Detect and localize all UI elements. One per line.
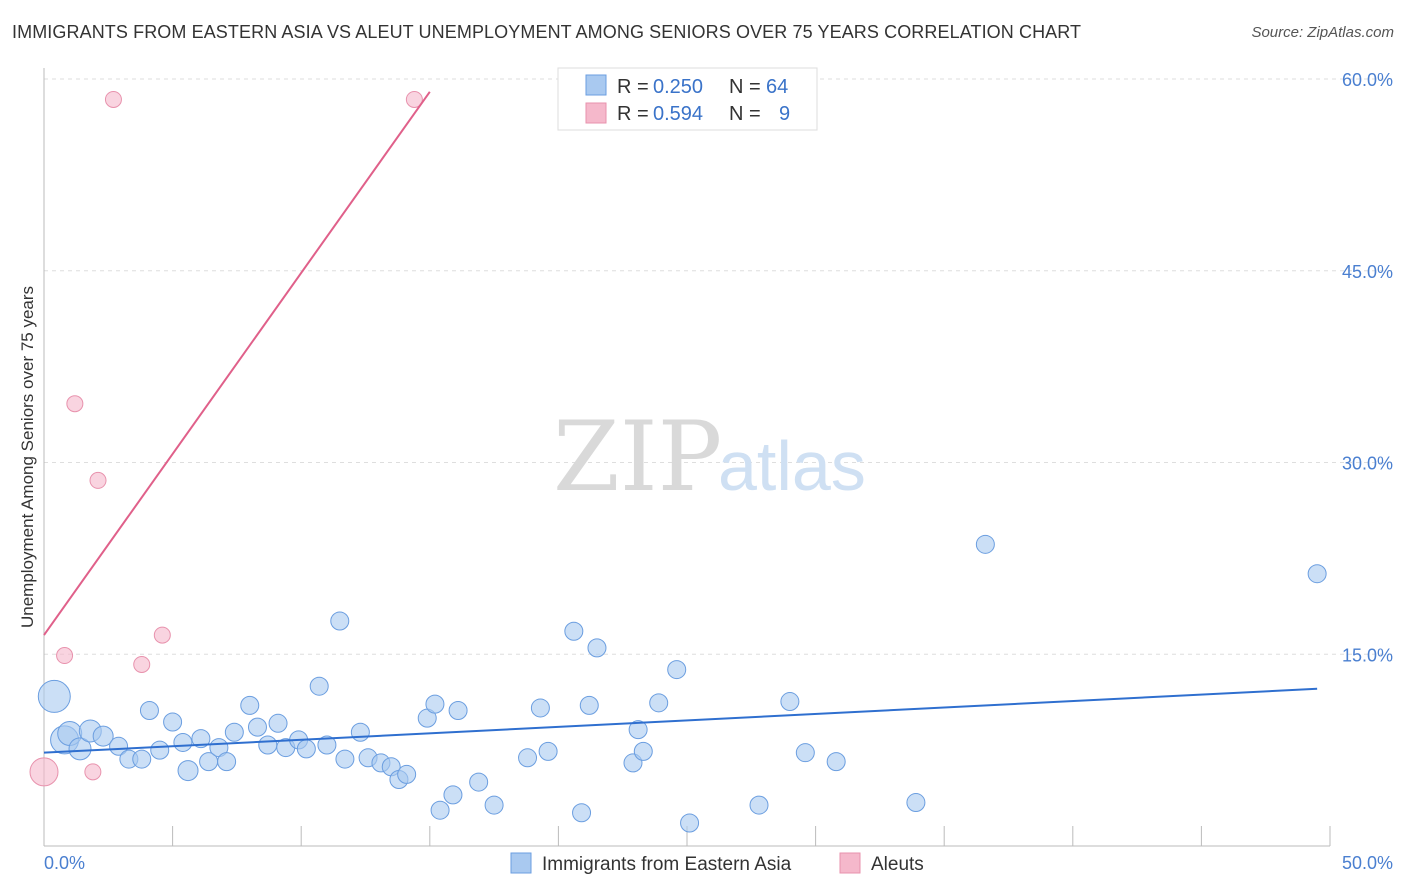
trend-line-eastern-asia: [43, 687, 1318, 754]
data-point-eastern-asia: [628, 720, 648, 740]
data-point-eastern-asia: [37, 679, 71, 713]
data-point-aleuts: [56, 647, 74, 665]
data-point-eastern-asia: [350, 722, 370, 742]
legend-n-value-1: 64: [766, 76, 788, 98]
data-point-eastern-asia: [1307, 564, 1327, 584]
data-point-eastern-asia: [309, 676, 329, 696]
axes: [43, 68, 1331, 847]
data-point-eastern-asia: [680, 813, 700, 833]
data-point-eastern-asia: [538, 741, 558, 761]
data-point-eastern-asia: [173, 732, 193, 752]
x-tick-labels: 0.0% 50.0%: [44, 853, 1393, 873]
data-point-eastern-asia: [397, 764, 417, 784]
data-point-eastern-asia: [667, 660, 687, 680]
y-axis-label: Unemployment Among Seniors over 75 years: [18, 286, 37, 628]
data-point-eastern-asia: [177, 760, 199, 782]
data-point-eastern-asia: [163, 712, 183, 732]
legend-n-value-2: 9: [779, 103, 790, 125]
data-point-eastern-asia: [191, 729, 211, 749]
data-point-eastern-asia: [92, 725, 114, 747]
trend-lines: [43, 91, 1318, 754]
bottom-legend-swatch-pink: [839, 852, 861, 874]
data-point-eastern-asia: [530, 698, 550, 718]
bottom-legend-label-blue: Immigrants from Eastern Asia: [542, 854, 792, 875]
data-point-eastern-asia: [317, 735, 337, 755]
data-point-eastern-asia: [258, 735, 278, 755]
chart-title: IMMIGRANTS FROM EASTERN ASIA VS ALEUT UN…: [12, 22, 1082, 42]
data-point-aleuts: [133, 655, 151, 673]
data-point-aleuts: [405, 90, 423, 108]
x-tick-label: 0.0%: [44, 853, 85, 873]
data-point-eastern-asia: [268, 713, 288, 733]
legend-n-label-1: N =: [729, 76, 761, 98]
data-point-eastern-asia: [330, 611, 350, 631]
source-label: Source: ZipAtlas.com: [1251, 24, 1394, 41]
data-point-eastern-asia: [633, 741, 653, 761]
x-tick-label: 50.0%: [1342, 853, 1393, 873]
data-point-eastern-asia: [296, 739, 316, 759]
data-point-eastern-asia: [649, 693, 669, 713]
data-point-eastern-asia: [795, 743, 815, 763]
y-tick-label: 15.0%: [1342, 645, 1393, 665]
data-point-eastern-asia: [217, 752, 237, 772]
data-point-eastern-asia: [240, 695, 260, 715]
data-point-eastern-asia: [587, 638, 607, 658]
data-point-aleuts: [104, 90, 122, 108]
data-point-aleuts: [29, 757, 59, 787]
data-point-aleuts: [66, 395, 84, 413]
data-point-eastern-asia: [247, 717, 267, 737]
y-tick-label: 60.0%: [1342, 70, 1393, 90]
legend-swatch-pink: [585, 102, 607, 124]
data-point-eastern-asia: [150, 740, 170, 760]
legend-r-value-1: 0.250: [653, 76, 703, 98]
data-point-eastern-asia: [518, 748, 538, 768]
legend-swatch-blue: [585, 74, 607, 96]
data-point-eastern-asia: [109, 736, 129, 756]
data-point-eastern-asia: [425, 694, 445, 714]
y-tick-label: 45.0%: [1342, 262, 1393, 282]
watermark-atlas: atlas: [718, 427, 866, 505]
data-point-eastern-asia: [335, 749, 355, 769]
y-tick-labels: 15.0% 30.0% 45.0% 60.0%: [1342, 70, 1393, 665]
data-point-eastern-asia: [826, 752, 846, 772]
watermark-zip: ZIP: [553, 401, 722, 513]
bottom-legend-label-pink: Aleuts: [871, 854, 924, 875]
data-point-eastern-asia: [448, 700, 468, 720]
data-point-eastern-asia: [132, 749, 152, 769]
legend-r-label-1: R =: [617, 76, 649, 98]
data-point-eastern-asia: [68, 737, 92, 761]
data-point-aleuts: [153, 626, 171, 644]
data-points: [29, 90, 1327, 833]
legend-top: R = 0.250 N = 64 R = 0.594 N = 9: [557, 67, 818, 131]
data-point-aleuts: [84, 763, 102, 781]
data-point-eastern-asia: [564, 621, 584, 641]
y-tick-label: 30.0%: [1342, 454, 1393, 474]
data-point-eastern-asia: [484, 795, 504, 815]
legend-bottom: Immigrants from Eastern Asia Aleuts: [510, 852, 924, 875]
data-point-eastern-asia: [572, 803, 592, 823]
data-point-aleuts: [89, 471, 107, 489]
data-point-eastern-asia: [443, 785, 463, 805]
data-point-eastern-asia: [469, 772, 489, 792]
trend-line-aleuts: [43, 91, 431, 636]
data-point-eastern-asia: [579, 695, 599, 715]
data-point-eastern-asia: [780, 692, 800, 712]
bottom-legend-swatch-blue: [510, 852, 532, 874]
legend-n-label-2: N =: [729, 103, 761, 125]
legend-r-value-2: 0.594: [653, 103, 703, 125]
data-point-eastern-asia: [749, 795, 769, 815]
data-point-eastern-asia: [430, 800, 450, 820]
grid-lines: [44, 78, 1392, 655]
data-point-eastern-asia: [224, 722, 244, 742]
data-point-eastern-asia: [139, 700, 159, 720]
data-point-eastern-asia: [975, 534, 995, 554]
legend-r-label-2: R =: [617, 103, 649, 125]
data-point-eastern-asia: [906, 793, 926, 813]
